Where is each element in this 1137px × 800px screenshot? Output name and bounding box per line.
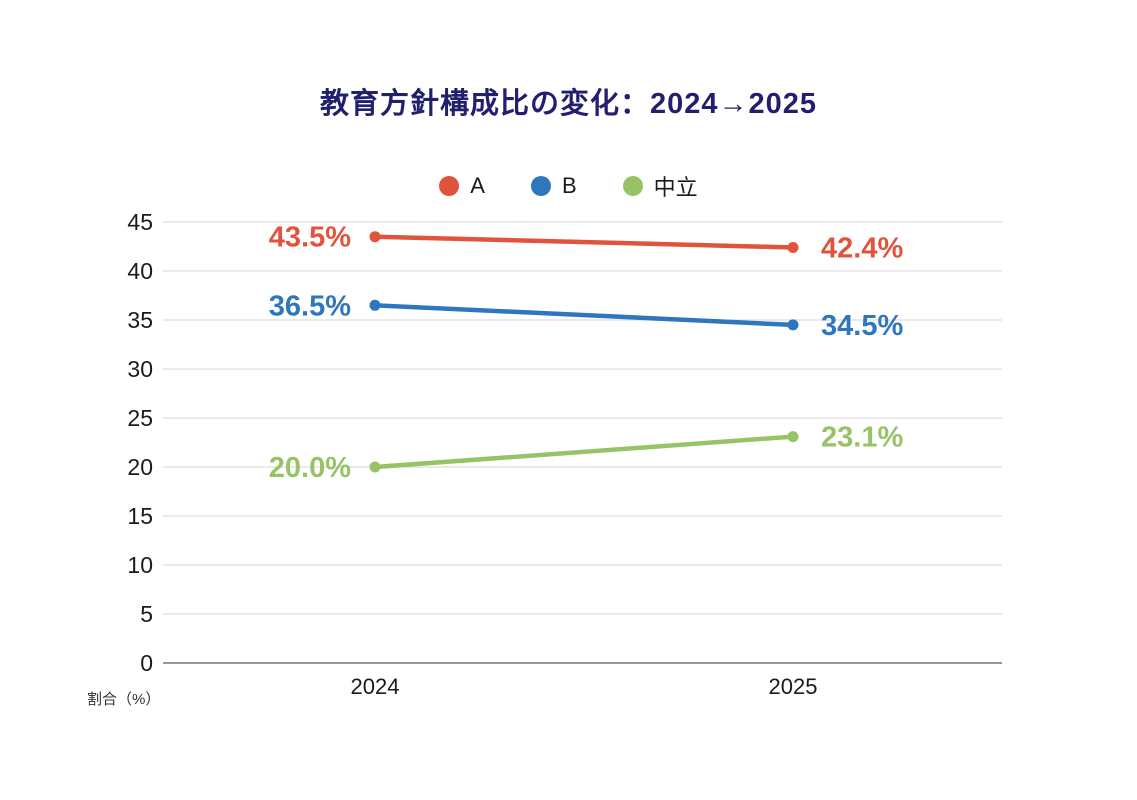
legend-item-a: A <box>439 173 485 199</box>
series-line <box>372 303 796 328</box>
series-line <box>372 434 796 470</box>
data-point <box>369 231 381 243</box>
legend-dot-icon <box>622 176 643 196</box>
data-point <box>787 319 799 331</box>
data-point <box>369 461 381 473</box>
y-tick-label: 45 <box>127 209 153 235</box>
legend-item-b: B <box>530 173 577 199</box>
legend: A B 中立 <box>0 170 1137 202</box>
y-tick-label: 25 <box>127 405 153 431</box>
data-label: 36.5% <box>269 290 351 322</box>
data-label: 23.1% <box>821 422 903 454</box>
legend-label: B <box>561 173 577 198</box>
y-tick-label: 20 <box>127 454 153 480</box>
legend-dot-icon <box>439 176 460 196</box>
y-tick-label: 30 <box>127 356 153 382</box>
data-point <box>787 431 799 443</box>
data-label: 20.0% <box>269 452 351 484</box>
y-tick-label: 15 <box>127 503 153 529</box>
y-tick-label: 10 <box>127 552 153 578</box>
data-point <box>787 241 799 253</box>
data-label: 34.5% <box>821 310 903 342</box>
legend-label: A <box>470 173 485 198</box>
x-tick-label: 2025 <box>769 674 818 699</box>
x-tick-label: 2024 <box>351 674 400 699</box>
legend-dot-icon <box>530 176 551 196</box>
y-axis-unit-label: 割合（%） <box>87 691 161 708</box>
data-point <box>369 299 381 311</box>
y-tick-label: 40 <box>127 258 153 284</box>
chart-title: 教育方針構成比の変化：2024→2025 <box>319 88 818 120</box>
data-label: 42.4% <box>821 232 903 264</box>
legend-item-neutral: 中立 <box>622 170 698 202</box>
data-label: 43.5% <box>269 222 351 254</box>
y-tick-label: 5 <box>140 601 153 627</box>
y-tick-label: 0 <box>140 650 153 676</box>
y-tick-label: 35 <box>127 307 153 333</box>
legend-label: 中立 <box>653 175 698 200</box>
series-line <box>372 234 796 250</box>
